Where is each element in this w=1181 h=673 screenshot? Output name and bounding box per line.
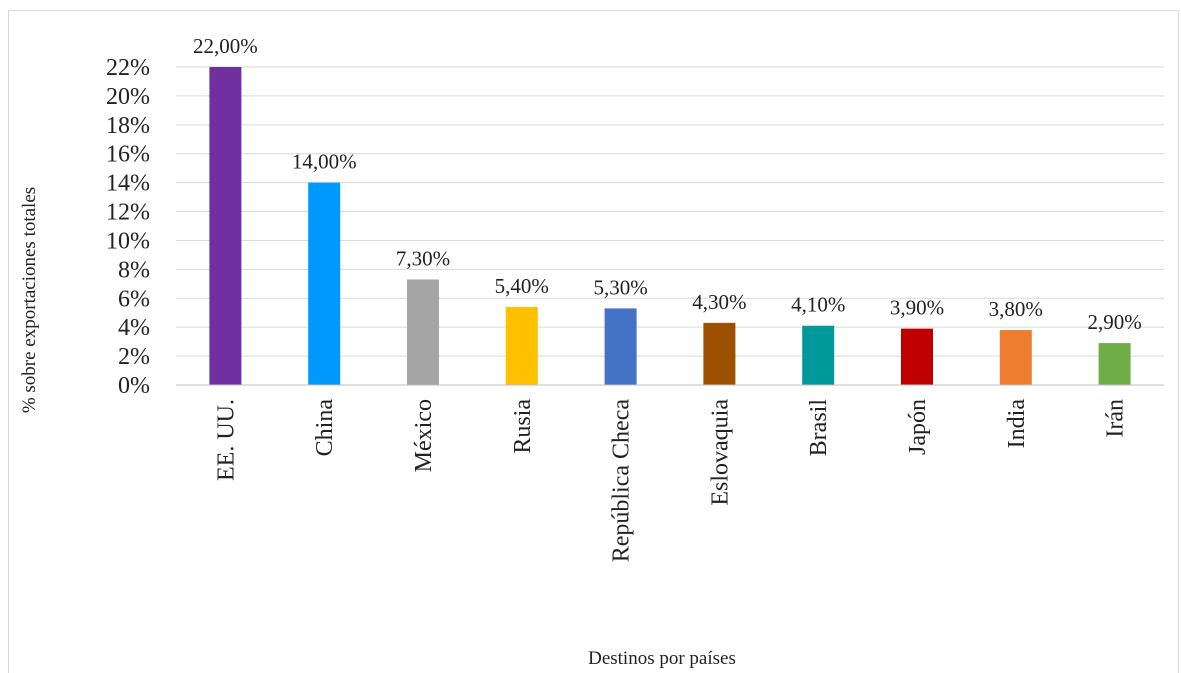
gridlines xyxy=(176,66,1164,357)
y-tick-label: 18% xyxy=(106,113,150,139)
y-axis-title: % sobre exportaciones totales xyxy=(19,187,40,413)
y-tick-label: 12% xyxy=(106,200,150,226)
data-label: 7,30% xyxy=(396,246,450,270)
y-tick-label: 20% xyxy=(106,84,150,110)
bar xyxy=(703,322,736,385)
bar xyxy=(308,182,341,385)
y-tick-label: 4% xyxy=(118,315,150,341)
data-label: 2,90% xyxy=(1087,310,1141,334)
chart-frame xyxy=(8,10,1179,673)
data-label: 5,30% xyxy=(593,275,647,299)
bar xyxy=(1098,343,1131,385)
x-tick-label: México xyxy=(411,399,437,472)
y-tick-label: 8% xyxy=(118,257,150,283)
bar xyxy=(604,308,637,385)
x-tick-label: EE. UU. xyxy=(213,399,239,481)
data-label: 5,40% xyxy=(495,274,549,298)
x-axis-title: Destinos por países xyxy=(588,648,736,669)
y-tick-label: 10% xyxy=(106,228,150,254)
data-label: 4,30% xyxy=(692,290,746,314)
x-axis-ticks: EE. UU. China México Rusia República Checa Es… xyxy=(213,399,1128,563)
x-tick-label: Eslovaquia xyxy=(707,399,733,506)
y-tick-label: 16% xyxy=(106,142,150,168)
bar xyxy=(999,330,1032,385)
data-label: 4,10% xyxy=(791,293,845,317)
data-label: 3,90% xyxy=(890,296,944,320)
bar xyxy=(209,67,242,385)
y-axis-ticks: 0% 2% 4% 6% 8% 10%12% 14% 16% 18% 20% 22% xyxy=(106,55,150,399)
bar xyxy=(901,328,933,385)
bar xyxy=(505,306,538,385)
data-label: 3,80% xyxy=(989,297,1043,321)
bars xyxy=(209,67,1131,385)
x-tick-label: Brasil xyxy=(806,399,832,457)
y-tick-label: 2% xyxy=(118,344,150,370)
x-tick-label: Rusia xyxy=(510,399,536,454)
x-tick-label: Irán xyxy=(1103,399,1129,438)
x-tick-label: Japón xyxy=(905,399,931,455)
y-tick-label: 14% xyxy=(106,171,150,197)
data-labels: 22,00% 14,00% 7,30% 5,40% 5,30% 4,30% 4,10% 3,9… xyxy=(193,34,1142,334)
bar xyxy=(802,325,835,385)
bar xyxy=(407,279,439,385)
y-tick-label: 6% xyxy=(118,286,150,312)
y-tick-label: 0% xyxy=(118,373,150,399)
y-tick-label: 22% xyxy=(106,55,150,81)
x-tick-label: República Checa xyxy=(609,399,635,563)
data-label: 22,00% xyxy=(193,34,258,58)
x-tick-label: China xyxy=(312,399,338,457)
x-tick-label: India xyxy=(1004,399,1030,449)
data-label: 14,00% xyxy=(292,150,357,174)
